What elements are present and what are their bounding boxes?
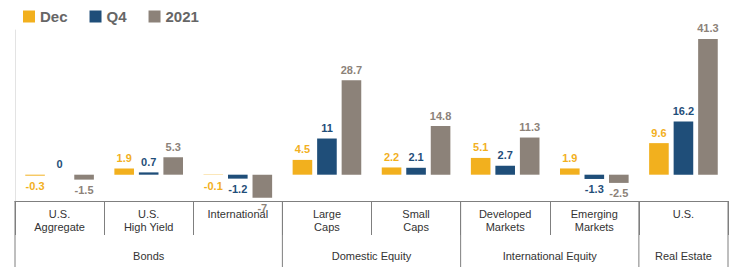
svg-text:U.S.: U.S. xyxy=(673,208,694,220)
svg-text:Bonds: Bonds xyxy=(133,250,165,262)
svg-text:16.2: 16.2 xyxy=(673,105,694,117)
svg-text:11.3: 11.3 xyxy=(519,121,540,133)
svg-text:5.3: 5.3 xyxy=(166,141,181,153)
svg-text:-1.2: -1.2 xyxy=(228,183,247,195)
svg-text:14.8: 14.8 xyxy=(430,110,451,122)
svg-text:1.9: 1.9 xyxy=(117,152,132,164)
svg-text:2.7: 2.7 xyxy=(498,149,513,161)
svg-text:1.9: 1.9 xyxy=(562,152,577,164)
svg-text:-0.1: -0.1 xyxy=(204,180,223,192)
svg-text:U.S.: U.S. xyxy=(49,208,70,220)
svg-text:-2.5: -2.5 xyxy=(609,187,628,199)
svg-text:Dec: Dec xyxy=(40,8,68,25)
svg-text:0: 0 xyxy=(57,158,63,170)
svg-text:2021: 2021 xyxy=(166,8,199,25)
svg-text:International: International xyxy=(207,207,269,220)
svg-text:2.2: 2.2 xyxy=(384,151,399,163)
svg-text:5.1: 5.1 xyxy=(473,141,488,153)
svg-text:Large: Large xyxy=(313,208,341,220)
svg-text:Developed: Developed xyxy=(479,208,532,220)
svg-text:28.7: 28.7 xyxy=(341,64,362,76)
svg-text:0.7: 0.7 xyxy=(141,156,156,168)
svg-text:-0.3: -0.3 xyxy=(26,180,45,192)
svg-text:Caps: Caps xyxy=(314,221,340,233)
svg-text:Small: Small xyxy=(402,208,430,220)
svg-text:International Equity: International Equity xyxy=(503,250,598,262)
svg-text:Domestic Equity: Domestic Equity xyxy=(332,250,412,262)
svg-text:4.5: 4.5 xyxy=(295,143,310,155)
svg-text:Real Estate: Real Estate xyxy=(655,250,712,262)
svg-text:41.3: 41.3 xyxy=(697,22,718,34)
svg-text:Q4: Q4 xyxy=(107,8,128,25)
svg-text:-1.5: -1.5 xyxy=(75,184,94,196)
svg-text:Emerging: Emerging xyxy=(571,208,618,220)
svg-text:9.6: 9.6 xyxy=(651,127,666,139)
svg-text:11: 11 xyxy=(321,122,333,134)
svg-text:High Yield: High Yield xyxy=(124,221,174,233)
svg-text:-1.3: -1.3 xyxy=(585,183,604,195)
svg-text:Markets: Markets xyxy=(486,221,526,233)
svg-text:Caps: Caps xyxy=(403,221,429,233)
svg-text:2.1: 2.1 xyxy=(408,151,423,163)
svg-text:-7: -7 xyxy=(257,202,267,214)
svg-text:Aggregate: Aggregate xyxy=(34,221,85,233)
svg-text:U.S.: U.S. xyxy=(138,208,159,220)
svg-text:Markets: Markets xyxy=(575,221,615,233)
